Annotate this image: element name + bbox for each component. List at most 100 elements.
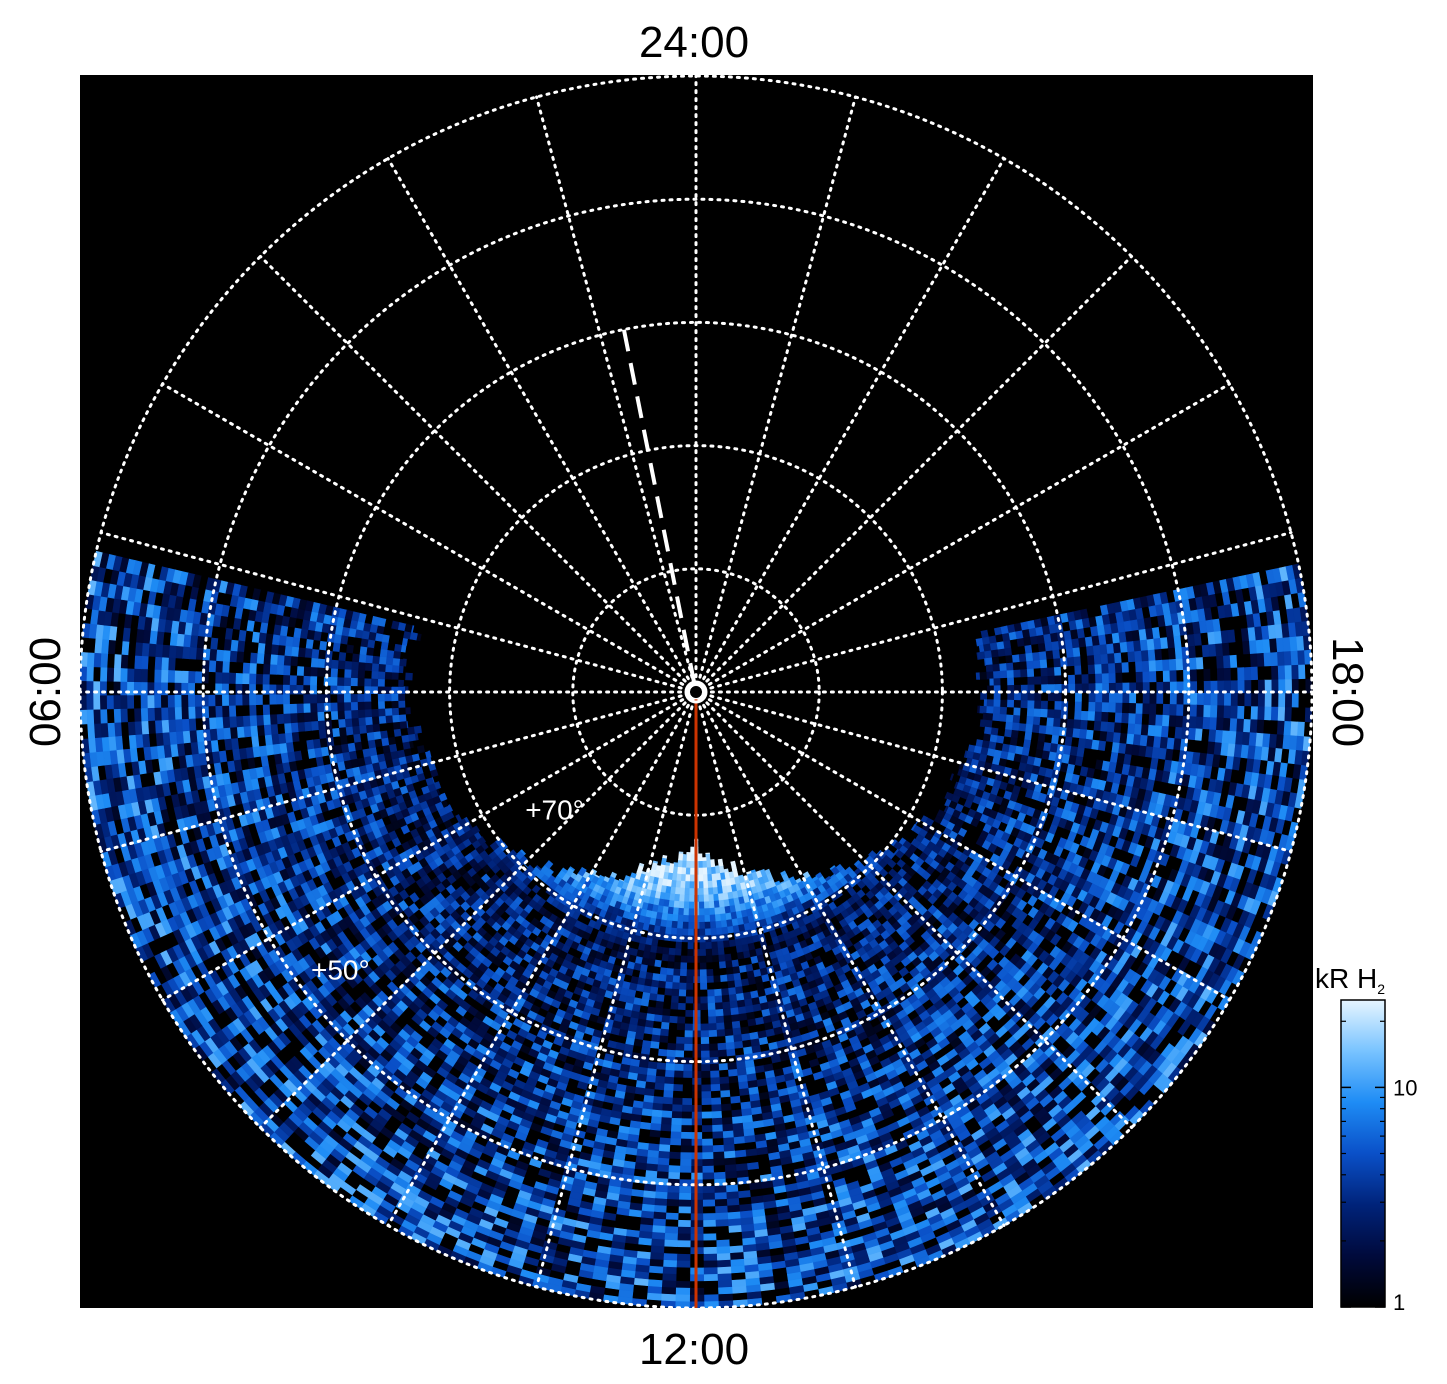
emission-cell	[729, 1251, 744, 1260]
emission-cell	[670, 1117, 682, 1126]
emission-cell	[984, 657, 993, 666]
emission-cell	[673, 862, 679, 867]
emission-cell	[1168, 658, 1177, 672]
emission-cell	[722, 1136, 735, 1145]
emission-cell	[715, 926, 723, 935]
emission-cell	[661, 1279, 677, 1288]
emission-cell	[1134, 703, 1143, 715]
emission-cell	[700, 1090, 712, 1099]
emission-cell	[733, 1135, 745, 1145]
emission-cell	[1019, 700, 1028, 709]
emission-cell	[719, 1089, 731, 1098]
emission-cell	[717, 1048, 727, 1057]
emission-cell	[676, 920, 684, 929]
emission-cell	[1153, 725, 1163, 738]
emission-cell	[647, 1060, 658, 1070]
emission-cell	[727, 1224, 742, 1233]
emission-cell	[686, 955, 694, 963]
emission-cell	[675, 1273, 691, 1282]
emission-cell	[711, 1117, 723, 1126]
emission-cell	[700, 1036, 710, 1045]
emission-cell	[736, 999, 746, 1008]
emission-cell	[1026, 692, 1035, 702]
emission-cell	[1012, 707, 1021, 717]
emission-cell	[1106, 653, 1115, 665]
emission-cell	[1099, 653, 1109, 665]
emission-cell	[1025, 715, 1034, 726]
emission-cell	[730, 1271, 746, 1281]
emission-cell	[979, 692, 988, 700]
emission-cell	[701, 1117, 713, 1126]
emission-cell	[1094, 692, 1103, 703]
emission-cell	[666, 1048, 676, 1058]
emission-cell	[707, 1002, 716, 1010]
emission-cell	[1099, 721, 1108, 733]
emission-cell	[724, 1034, 735, 1043]
emission-cell	[1073, 710, 1082, 721]
emission-cell	[730, 952, 738, 961]
emission-cell	[993, 692, 1001, 701]
emission-cell	[683, 887, 690, 895]
emission-cell	[1085, 645, 1094, 657]
emission-cell	[663, 1082, 674, 1091]
emission-cell	[717, 947, 725, 956]
emission-cell	[651, 1231, 666, 1240]
emission-cell	[1006, 699, 1015, 709]
emission-cell	[1256, 666, 1265, 681]
emission-cell	[1121, 672, 1130, 684]
emission-cell	[671, 981, 680, 990]
emission-cell	[678, 1185, 692, 1194]
emission-cell	[704, 921, 711, 929]
emission-cell	[698, 894, 705, 902]
emission-cell	[1030, 643, 1040, 654]
emission-cell	[677, 1226, 691, 1234]
emission-cell	[1045, 650, 1054, 661]
emission-cell	[1230, 693, 1238, 707]
emission-cell	[731, 1115, 743, 1124]
emission-cell	[1092, 720, 1102, 732]
emission-cell	[1074, 701, 1082, 712]
emission-cell	[1270, 693, 1279, 708]
emission-cell	[726, 1204, 740, 1213]
emission-cell	[1228, 718, 1238, 733]
emission-cell	[682, 1077, 693, 1085]
emission-cell	[1297, 664, 1306, 680]
emission-cell	[1276, 651, 1285, 667]
emission-cell	[678, 852, 684, 861]
emission-cell	[983, 726, 992, 736]
emission-cell	[664, 1218, 679, 1227]
emission-cell	[1236, 667, 1245, 682]
emission-cell	[718, 960, 727, 969]
emission-cell	[676, 1259, 691, 1268]
emission-cell	[1023, 731, 1033, 741]
emission-cell	[1202, 656, 1211, 670]
emission-cell	[673, 961, 681, 970]
emission-cell	[657, 1048, 668, 1057]
emission-cell	[1100, 663, 1109, 675]
emission-cell	[701, 857, 707, 862]
emission-cell	[977, 692, 981, 700]
emission-cell	[1133, 650, 1142, 663]
emission-cell	[1012, 714, 1021, 724]
emission-cell	[706, 975, 714, 983]
emission-cell	[1195, 669, 1204, 682]
emission-cell	[712, 967, 721, 976]
emission-cell	[999, 692, 1008, 701]
emission-cell	[729, 1088, 740, 1097]
emission-cell	[705, 852, 710, 855]
emission-cell	[661, 946, 670, 955]
emission-cell	[654, 1000, 664, 1009]
emission-cell	[974, 631, 983, 640]
emission-cell	[1086, 711, 1096, 722]
emission-cell	[1209, 668, 1218, 682]
emission-cell	[677, 1002, 686, 1011]
emission-cell	[712, 1150, 725, 1159]
emission-cell	[1289, 721, 1299, 737]
emission-cell	[723, 1156, 736, 1166]
emission-cell	[715, 1015, 725, 1024]
emission-cell	[1250, 666, 1259, 681]
emission-cell	[1098, 644, 1108, 656]
emission-cell	[651, 972, 661, 981]
emission-cell	[1114, 662, 1123, 674]
emission-cell	[656, 1170, 669, 1179]
